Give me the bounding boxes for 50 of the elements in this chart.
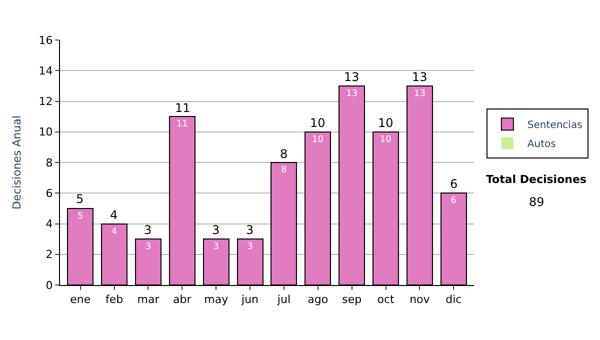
total-label: 3: [246, 223, 254, 237]
data-label: 6: [450, 196, 457, 206]
total-label: 13: [412, 70, 428, 84]
data-label: 4: [111, 226, 118, 237]
x-tick-label: jul: [276, 293, 291, 306]
data-label: 13: [414, 88, 426, 99]
y-tick-label: 14: [38, 64, 53, 78]
text: 89: [529, 195, 544, 209]
total-label: 3: [144, 223, 152, 237]
total-label: 6: [450, 177, 458, 191]
total-label: 5: [76, 192, 84, 206]
total-label: 8: [280, 147, 288, 161]
x-tick-label: feb: [105, 293, 124, 306]
x-tick-label: dic: [446, 293, 462, 306]
y-tick-label: 6: [46, 186, 53, 200]
y-tick-label: 2: [46, 248, 53, 262]
x-tick-label: sep: [342, 293, 362, 306]
y-tick-label: 0: [46, 278, 53, 292]
x-tick-label: may: [204, 293, 229, 306]
total-label: 4: [110, 208, 118, 222]
y-tick-label: 8: [46, 156, 53, 170]
data-label: 8: [280, 166, 287, 176]
x-tick-label: ene: [70, 293, 91, 306]
data-label: 10: [380, 134, 392, 145]
legend-label: Autos: [527, 139, 556, 150]
data-label: 13: [346, 88, 358, 99]
x-tick-label: nov: [410, 293, 430, 306]
data-label: 3: [247, 242, 253, 252]
legend-label: Sentencias: [527, 120, 582, 131]
total-label: 10: [378, 116, 394, 130]
data-label: 3: [145, 242, 152, 252]
data-label: 11: [176, 120, 188, 130]
total-label: 13: [344, 70, 360, 84]
x-tick-label: jun: [240, 293, 259, 306]
y-tick-label: 10: [38, 126, 53, 139]
data-label: 5: [78, 211, 84, 222]
x-tick-label: ago: [308, 293, 328, 306]
total-label: 3: [212, 223, 220, 237]
data-label: 10: [312, 134, 324, 145]
text: Total Decisiones: [486, 173, 587, 186]
y-tick-label: 12: [38, 95, 53, 108]
data-label: 3: [213, 242, 219, 252]
total-label: 11: [175, 101, 190, 115]
x-tick-label: mar: [137, 293, 160, 306]
x-tick-label: oct: [377, 293, 395, 306]
y-tick-label: 16: [38, 34, 53, 47]
x-tick-label: abr: [173, 293, 192, 306]
total-label: 10: [310, 116, 326, 130]
y-tick-label: 4: [46, 218, 53, 231]
y-axis-title: Decisiones Anual: [10, 115, 24, 210]
